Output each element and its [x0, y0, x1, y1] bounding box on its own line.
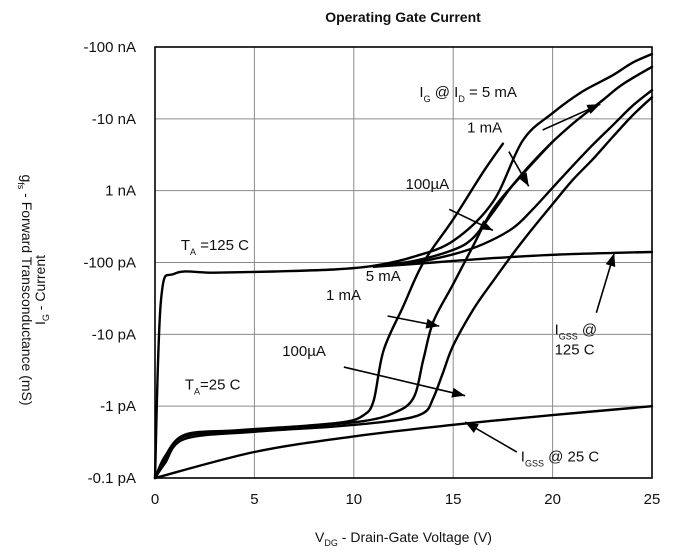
series-line-i-gss-125-c [372, 250, 654, 268]
tick-labels: 0 5 10 15 20 25 -0.1 pA -1 pA -10 pA -100 pA 1 nA -… [83, 39, 660, 508]
series-line-i-g-i-d-5-ma-t-a-125-c [153, 52, 654, 480]
ann-5ma-125-label: IG @ ID = 5 mA [419, 84, 517, 104]
ann-1ma-125-arrow-head [517, 172, 529, 187]
ann-5ma-25: 5 mA [366, 268, 401, 285]
ann-5ma-125: IG @ ID = 5 mA [419, 84, 601, 131]
series-line-5-ma-t-a-25-c [153, 142, 505, 480]
ann-igss-25-arrow-head [465, 422, 479, 433]
ann-igss-125-arrow-head [605, 253, 616, 268]
ann-igss-125: IGSS @125 C [555, 252, 616, 358]
x-tick-label: 0 [151, 491, 159, 508]
x-tick-label: 5 [250, 491, 258, 508]
ann-1ma-125-label: 1 mA [467, 119, 502, 136]
annotations: IG @ ID = 5 mA 1 mA 100µA TA =125 C IGSS @12… [181, 84, 616, 468]
ann-100ua-25-arrow-line [343, 366, 466, 397]
ann-1ma-25-label: 1 mA [326, 287, 361, 304]
ann-ta-125-label: TA =125 C [181, 237, 249, 257]
ann-100ua-125: 100µA [405, 176, 494, 232]
series-line-1-ma-t-a-25-c [153, 140, 554, 480]
ann-ta-125: TA =125 C [181, 237, 249, 257]
y-tick-label: -10 nA [92, 111, 136, 128]
ann-5ma-125-arrow-head [586, 104, 601, 115]
y-tick-label: 1 nA [105, 183, 136, 200]
x-tick-label: 15 [445, 491, 462, 508]
ann-ta-25-label: TA=25 C [185, 377, 241, 397]
series-line-100-a-t-a-25-c [153, 96, 654, 480]
chart-title: Operating Gate Current [325, 9, 481, 25]
ann-igss-125-label-line2: 125 C [555, 341, 595, 358]
ann-1ma-25: 1 mA [326, 287, 440, 329]
ann-1ma-125: 1 mA [467, 119, 530, 187]
plot-frame [154, 46, 653, 479]
y-tick-label: -10 pA [92, 326, 136, 343]
axis-labels: VDG - Drain-Gate Voltage (V) gfs - Forwar… [16, 174, 492, 548]
x-tick-label: 25 [644, 491, 661, 508]
y-tick-label: -1 pA [100, 398, 136, 415]
series-line-i-gss-25-c [153, 405, 654, 480]
ann-igss-125-label: IGSS @ [555, 321, 598, 341]
x-tick-label: 20 [544, 491, 561, 508]
x-tick-label: 10 [345, 491, 362, 508]
ann-100ua-125-arrow-head [479, 220, 493, 231]
y-axis-label-secondary: IG - Current [32, 255, 51, 325]
y-tick-label: -100 pA [83, 255, 136, 272]
ann-igss-25: IGSS @ 25 C [464, 421, 600, 468]
y-tick-label: -100 nA [83, 39, 136, 56]
ann-100ua-25-arrow-head [451, 387, 466, 398]
ann-100ua-25: 100µA [282, 343, 466, 398]
ann-5ma-25-label: 5 mA [366, 268, 401, 285]
y-tick-label: -0.1 pA [88, 470, 136, 487]
grid-lines [155, 47, 652, 478]
ann-100ua-25-label: 100µA [282, 343, 326, 360]
x-axis-label: VDG - Drain-Gate Voltage (V) [315, 529, 492, 548]
series-lines [153, 52, 654, 480]
ann-igss-25-label: IGSS @ 25 C [521, 448, 600, 468]
series-line-100-a-t-a-125-c [372, 89, 654, 267]
ann-100ua-125-label: 100µA [405, 176, 449, 193]
plot-border [154, 46, 653, 479]
y-axis-label-primary: gfs - Forward Transconductance (mS) [16, 174, 35, 405]
ann-1ma-25-arrow-head [425, 318, 440, 329]
ann-ta-25: TA=25 C [185, 377, 241, 397]
